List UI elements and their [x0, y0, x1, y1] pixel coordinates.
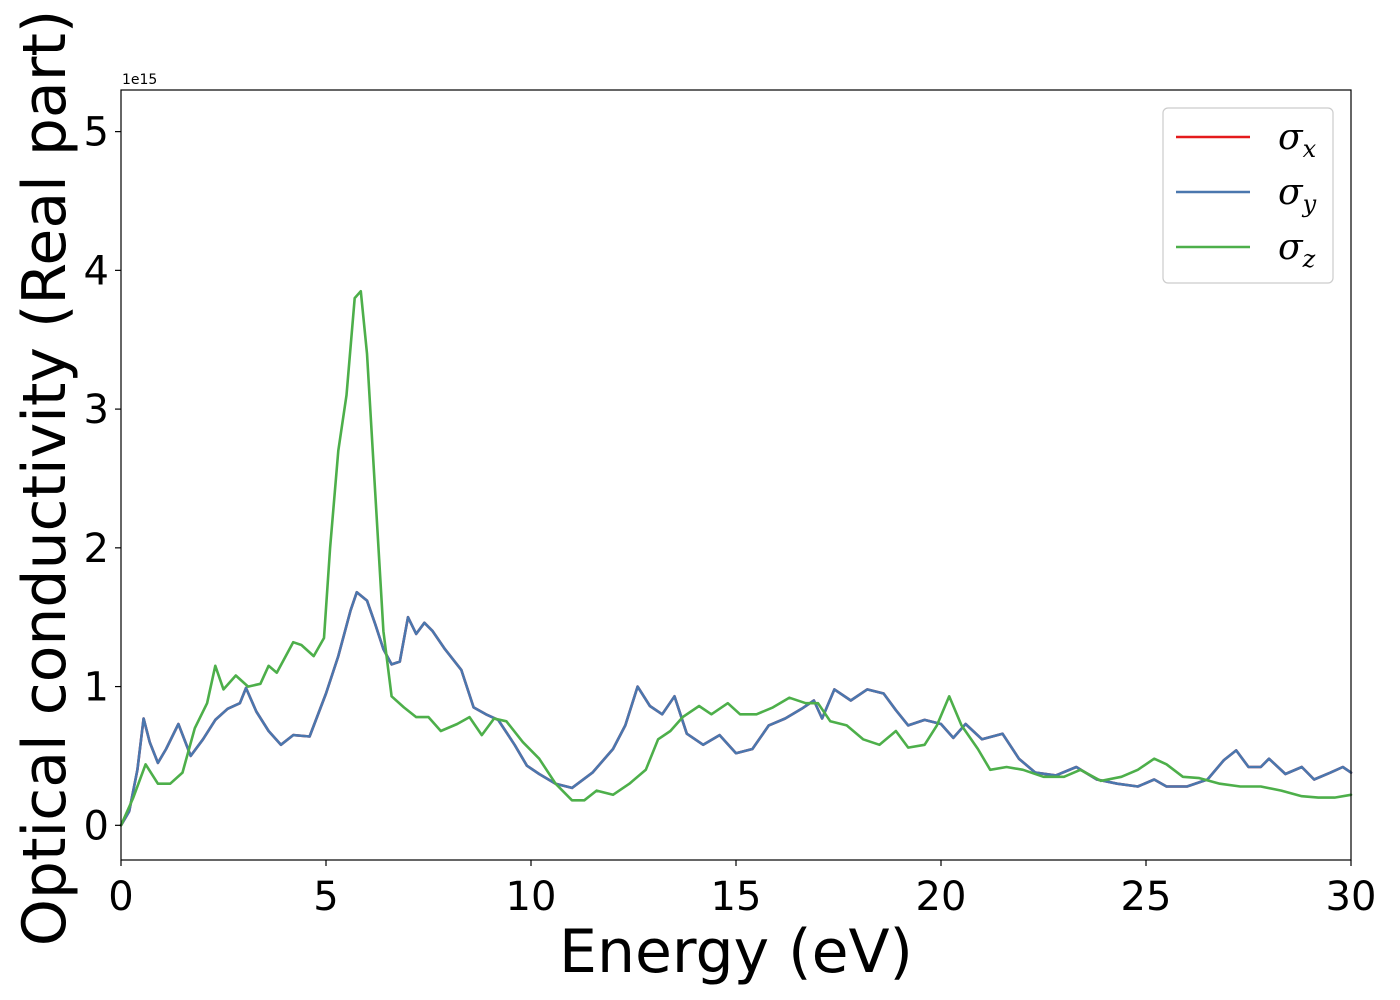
y-tick-label: 2 [84, 526, 109, 572]
y-offset-label: 1e15 [122, 72, 157, 88]
x-axis-label: Energy (eV) [559, 917, 913, 987]
legend: σx σy σz [1162, 107, 1334, 284]
x-tick-label: 0 [108, 874, 133, 920]
y-tick-label: 3 [84, 387, 109, 433]
x-axis-ticks: 0 5 10 15 20 25 30 [108, 860, 1376, 920]
legend-label-z: σz [1278, 227, 1316, 273]
legend-label-x: σx [1278, 117, 1317, 163]
series-line-y [119, 590, 1353, 827]
y-axis-ticks: 0 1 2 3 4 5 [84, 110, 121, 849]
legend-label-y: σy [1278, 172, 1317, 218]
y-tick-label: 1 [84, 665, 109, 711]
x-tick-label: 30 [1326, 874, 1377, 920]
series-line-z [119, 289, 1353, 827]
x-tick-label: 25 [1121, 874, 1172, 920]
x-tick-label: 10 [506, 874, 557, 920]
y-tick-label: 5 [84, 110, 109, 156]
y-tick-label: 0 [84, 803, 109, 849]
legend-frame [1162, 107, 1334, 284]
x-tick-label: 20 [916, 874, 967, 920]
x-tick-label: 5 [313, 874, 338, 920]
series-layer [119, 289, 1353, 827]
x-tick-label: 15 [711, 874, 762, 920]
y-tick-label: 4 [84, 248, 109, 294]
plot-area [121, 90, 1351, 860]
y-axis-label: Optical conductivity (Real part) [10, 10, 80, 947]
